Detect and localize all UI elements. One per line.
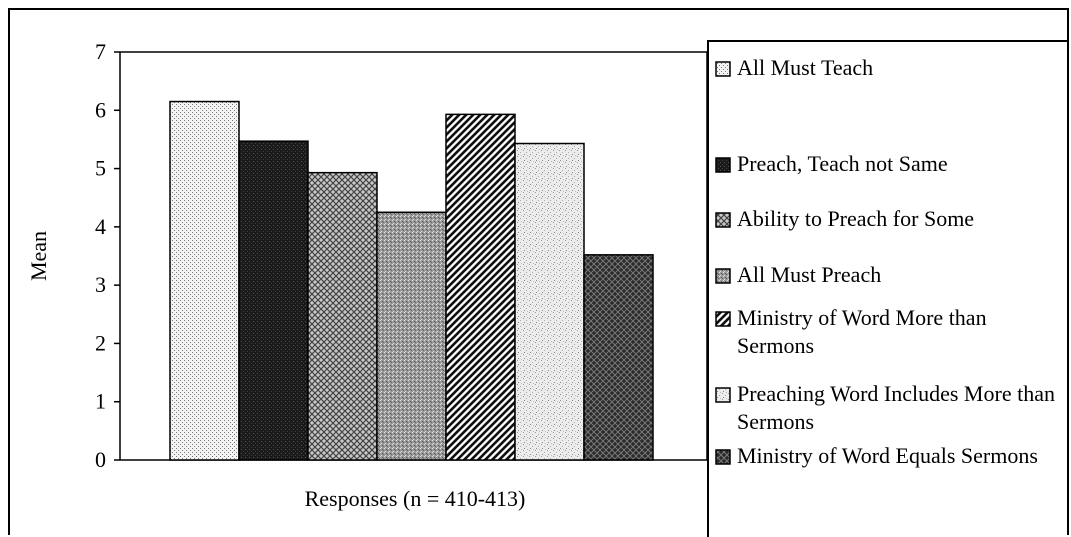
legend-label: All Must Teach [737,54,1067,82]
bar [308,173,377,460]
y-tick-label: 1 [95,389,106,414]
bar [377,212,446,460]
legend-swatch [715,387,731,403]
legend-label: Preach, Teach not Same [737,150,1067,178]
legend: All Must Teach Preach, Teach not Same Abil… [707,40,1069,537]
bar [170,102,239,460]
y-tick-label: 2 [95,330,106,355]
legend-label: Preaching Word Includes More than Sermon… [737,380,1067,436]
bar [239,141,308,460]
bar [515,144,584,460]
y-tick-label: 0 [95,447,106,472]
legend-swatch [715,449,731,465]
legend-swatch [715,311,731,327]
y-tick-label: 3 [95,272,106,297]
legend-label: Ministry of Word Equals Sermons [737,442,1067,470]
bars-group [170,102,653,460]
bar [584,255,653,460]
legend-label: Ministry of Word More than Sermons [737,304,1067,360]
y-tick-label: 7 [95,39,106,64]
y-tick-label: 5 [95,156,106,181]
legend-label: Ability to Preach for Some [737,205,1067,233]
legend-label: All Must Preach [737,261,1067,289]
y-axis: 0 1 2 3 4 5 6 7 [95,39,120,472]
legend-swatch [715,157,731,173]
bar [446,114,515,460]
y-tick-label: 6 [95,97,106,122]
legend-swatch [715,268,731,284]
legend-swatch [715,212,731,228]
x-axis-label: Responses (n = 410-413) [305,486,526,511]
legend-swatch [715,61,731,77]
y-axis-label: Mean [26,231,51,281]
y-tick-label: 4 [95,214,106,239]
bar-chart: 0 1 2 3 4 5 6 7 Mean Responses (n = 410-413) [0,0,707,537]
